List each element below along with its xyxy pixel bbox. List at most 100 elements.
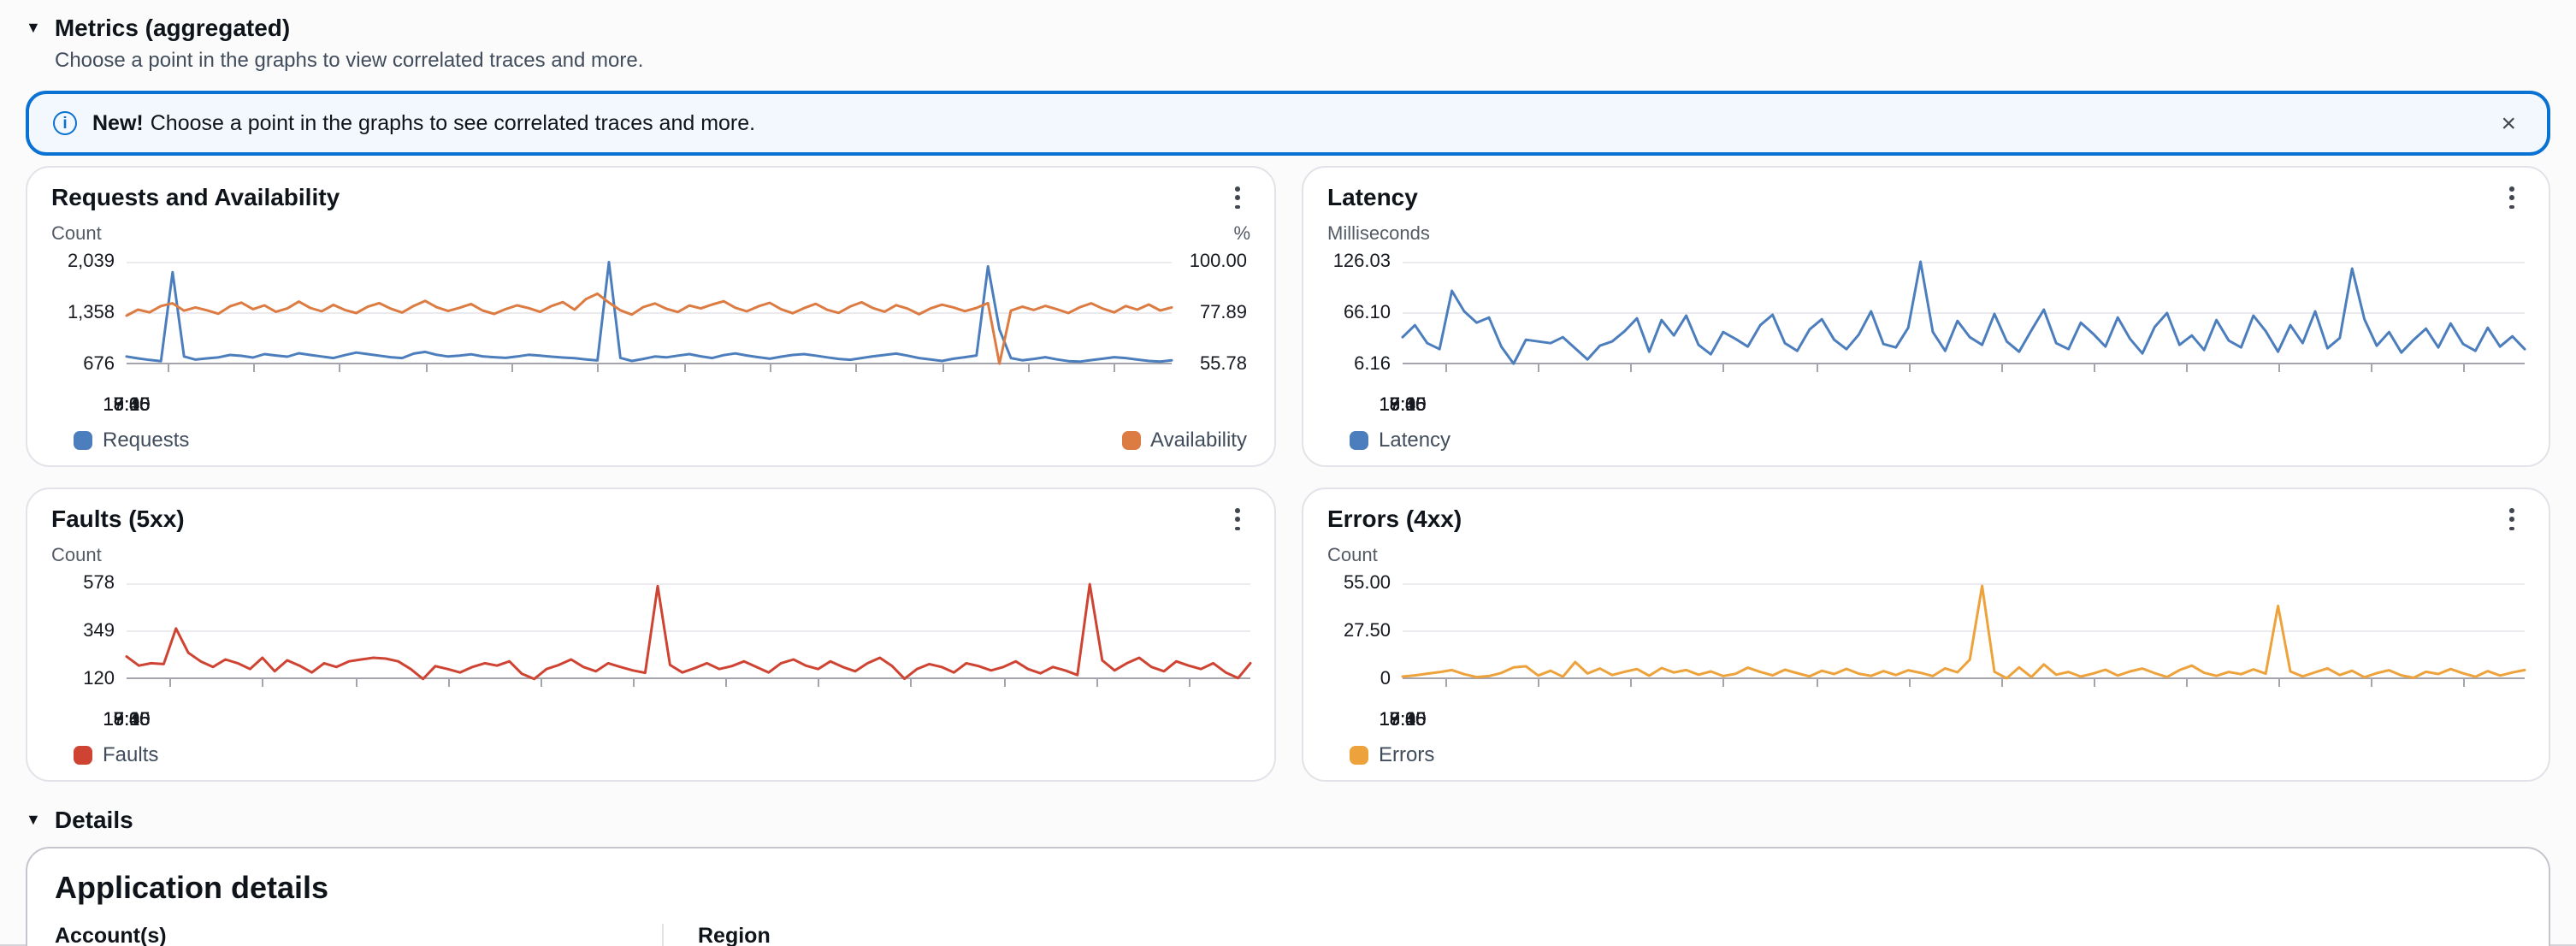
y-tick-label: 0	[1380, 669, 1391, 689]
x-tick-label: 19:00	[103, 710, 151, 730]
x-tick-label: 16:45	[103, 395, 151, 416]
x-tick-label: 18:30	[103, 710, 151, 730]
x-tick-label: 19:00	[103, 395, 151, 416]
legend-item[interactable]: Latency	[1350, 428, 1450, 452]
x-tick-label: 17:00	[103, 710, 151, 730]
chart-plot[interactable]	[1401, 260, 2526, 373]
x-tick-label: 16:45	[1379, 395, 1427, 416]
metrics-section-toggle[interactable]: ▼ Metrics (aggregated)	[26, 14, 2550, 41]
y-tick-label: 27.50	[1343, 621, 1391, 642]
legend-label: Availability	[1150, 428, 1247, 452]
legend-swatch-icon	[1350, 430, 1368, 449]
y-tick-label: 126.03	[1332, 251, 1391, 272]
chart-card-faults: Faults (5xx) Count 578 349 120 16:45 17:00 1…	[26, 488, 1276, 782]
y-tick-label: 6.16	[1354, 354, 1391, 375]
chart-title: Requests and Availability	[51, 183, 340, 210]
legend-swatch-icon	[74, 745, 92, 764]
x-tick-label: 17:45	[103, 395, 151, 416]
menu-icon[interactable]	[1225, 183, 1250, 213]
chart-title: Latency	[1327, 183, 1418, 210]
menu-icon[interactable]	[2499, 505, 2525, 535]
legend-label: Faults	[103, 742, 159, 766]
y-tick-label: 676	[83, 354, 115, 375]
y-tick-label: 77.89	[1199, 303, 1247, 323]
right-axis-unit: %	[1233, 224, 1250, 245]
left-axis-unit: Count	[51, 546, 102, 566]
x-tick-label: 17:30	[103, 710, 151, 730]
x-tick-label: 17:00	[1379, 395, 1427, 416]
x-tick-label: 17:45	[1379, 395, 1427, 416]
y-tick-label: 578	[83, 573, 115, 594]
x-tick-label: 17:45	[103, 710, 151, 730]
x-tick-label: 18:45	[103, 395, 151, 416]
legend-swatch-icon	[1121, 430, 1141, 449]
chart-legend: Errors	[1350, 742, 2525, 766]
chart-legend: Latency	[1350, 428, 2525, 452]
x-tick-label: 17:15	[1379, 395, 1427, 416]
left-axis-labels: 2,039 1,358 676	[51, 251, 127, 375]
y-tick-label: 120	[83, 669, 115, 689]
details-section-toggle[interactable]: ▼ Details	[26, 806, 2550, 833]
y-tick-label: 55.00	[1343, 573, 1391, 594]
accounts-label: Account(s)	[55, 924, 167, 946]
x-tick-label: 18:45	[1379, 395, 1427, 416]
metrics-section-subtitle: Choose a point in the graphs to view cor…	[55, 48, 644, 72]
x-tick-label: 18:15	[103, 710, 151, 730]
x-tick-label: 17:15	[1379, 710, 1427, 730]
legend-item[interactable]: Errors	[1350, 742, 1434, 766]
x-tick-label: 18:15	[1379, 395, 1427, 416]
x-tick-label: 19:30	[103, 395, 151, 416]
collapse-triangle-icon: ▼	[26, 810, 41, 827]
chart-card-latency: Latency Milliseconds 126.03 66.10 6.16 16:…	[1302, 166, 2550, 467]
legend-item[interactable]: Requests	[74, 428, 189, 452]
x-tick-label: 18:45	[103, 710, 151, 730]
banner-message: New! Choose a point in the graphs to see …	[92, 111, 756, 135]
x-tick-label: 18:30	[1379, 395, 1427, 416]
chart-plot[interactable]	[125, 260, 1173, 373]
menu-icon[interactable]	[2499, 183, 2525, 213]
legend-swatch-icon	[74, 430, 92, 449]
info-banner: i New! Choose a point in the graphs to se…	[26, 91, 2550, 156]
legend-item[interactable]: Availability	[1121, 428, 1247, 452]
x-tick-label: 18:00	[103, 395, 151, 416]
chart-legend: Requests Availability	[74, 428, 1247, 452]
y-tick-label: 55.78	[1199, 354, 1247, 375]
region-label: Region	[698, 924, 771, 946]
chart-plot[interactable]	[125, 582, 1252, 688]
x-tick-label: 19:30	[1379, 395, 1427, 416]
banner-close-icon[interactable]: ×	[2501, 109, 2516, 138]
x-tick-label: 18:15	[1379, 710, 1427, 730]
left-axis-unit: Count	[1327, 546, 1378, 566]
x-tick-label: 17:30	[1379, 395, 1427, 416]
application-details-title: Application details	[55, 871, 329, 905]
chart-title: Errors (4xx)	[1327, 505, 1462, 532]
y-tick-label: 66.10	[1343, 303, 1391, 323]
region-field: Region ✓ us-east-1	[662, 924, 2521, 946]
x-tick-label: 17:30	[1379, 710, 1427, 730]
y-tick-label: 100.00	[1189, 251, 1247, 272]
application-details-card: Application details Account(s) 234165351…	[26, 847, 2550, 946]
x-tick-label: 17:45	[1379, 710, 1427, 730]
collapse-triangle-icon: ▼	[26, 18, 41, 35]
accounts-field: Account(s) 234165351031	[55, 924, 662, 946]
x-tick-label: 18:30	[103, 395, 151, 416]
x-tick-label: 16:45	[1379, 710, 1427, 730]
x-tick-label: 19:15	[103, 710, 151, 730]
legend-label: Latency	[1379, 428, 1451, 452]
x-tick-label: 19:00	[1379, 710, 1427, 730]
right-axis-labels: 100.00 77.89 55.78	[1172, 251, 1250, 375]
legend-item[interactable]: Faults	[74, 742, 158, 766]
legend-label: Errors	[1379, 742, 1435, 766]
menu-icon[interactable]	[1225, 505, 1250, 535]
chart-plot[interactable]	[1401, 583, 2526, 688]
banner-badge: New!	[92, 111, 144, 135]
x-tick-label: 17:00	[1379, 710, 1427, 730]
x-tick-label: 17:30	[103, 395, 151, 416]
legend-swatch-icon	[1350, 745, 1368, 764]
chart-legend: Faults	[74, 742, 1250, 766]
x-tick-label: 18:00	[1379, 710, 1427, 730]
x-tick-label: 19:00	[1379, 395, 1427, 416]
metrics-section-title: Metrics (aggregated)	[54, 14, 291, 41]
details-section-title: Details	[54, 806, 133, 833]
